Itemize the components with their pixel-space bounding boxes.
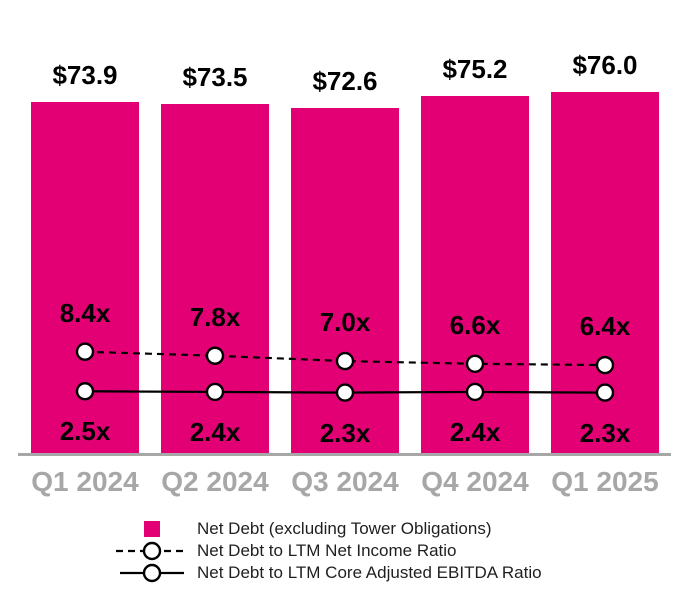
legend-label-ebitda-ratio: Net Debt to LTM Core Adjusted EBITDA Rat… (197, 563, 542, 582)
bar-value-label: $75.2 (442, 53, 508, 84)
net-debt-bar (31, 101, 139, 453)
net-income-ratio-label: 6.6x (449, 309, 501, 340)
net-income-ratio-label: 7.0x (319, 307, 371, 338)
bar-value-label: $72.6 (312, 66, 378, 97)
net-debt-swatch-icon (110, 518, 194, 540)
net-debt-bar (551, 92, 659, 453)
bar-value-label: $76.0 (572, 50, 638, 80)
ebitda-ratio-label: 2.5x (59, 416, 111, 447)
x-axis-label: Q2 2024 (161, 466, 269, 497)
x-axis-label: Q1 2025 (551, 466, 659, 497)
bar-value-label: $73.5 (182, 61, 248, 92)
legend-label-net-debt: Net Debt (excluding Tower Obligations) (197, 519, 492, 538)
x-axis-label: Q4 2024 (421, 466, 529, 497)
x-axis-label: Q3 2024 (291, 466, 399, 497)
ebitda-ratio-label: 2.4x (449, 416, 501, 447)
net-debt-bar (161, 103, 269, 453)
ebitda-ratio-label: 2.4x (189, 416, 241, 447)
solid-line-circle-icon (110, 562, 194, 584)
net-debt-bar (291, 108, 399, 453)
ebitda-ratio-label: 2.3x (579, 417, 631, 448)
legend-square-swatch (144, 521, 160, 537)
dashed-line-circle-icon (110, 540, 194, 562)
net-debt-bar (421, 95, 529, 453)
ebitda-ratio-label: 2.3x (319, 417, 371, 448)
legend-item-ebitda-ratio: Net Debt to LTM Core Adjusted EBITDA Rat… (110, 562, 542, 584)
legend-item-net-income-ratio: Net Debt to LTM Net Income Ratio (110, 540, 542, 562)
legend: Net Debt (excluding Tower Obligations) N… (110, 518, 542, 584)
x-axis-label: Q1 2024 (31, 466, 139, 497)
bar-value-label: $73.9 (52, 59, 118, 90)
x-axis-line (18, 453, 671, 456)
legend-item-net-debt: Net Debt (excluding Tower Obligations) (110, 518, 542, 540)
net-income-ratio-label: 7.8x (189, 301, 241, 332)
net-income-ratio-label: 8.4x (59, 297, 111, 328)
legend-label-net-income-ratio: Net Debt to LTM Net Income Ratio (197, 541, 457, 560)
net-income-ratio-label: 6.4x (579, 311, 631, 342)
